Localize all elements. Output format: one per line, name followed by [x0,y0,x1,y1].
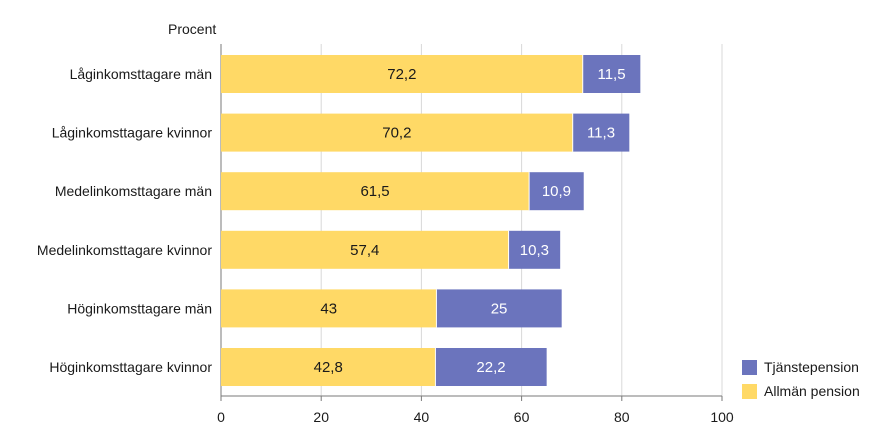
category-label: Låginkomsttagare män [70,66,212,82]
legend-swatch [742,360,757,375]
data-label-allman-pension: 43 [320,300,337,317]
category-labels: Låginkomsttagare män Låginkomsttagare kvi… [37,66,212,375]
x-tick-label: 100 [710,409,734,425]
bar-allman-pension [221,113,573,152]
bar-allman-pension [221,172,530,211]
bar-tjanstepension [435,348,547,386]
legend-label: Tjänstepension [764,359,859,375]
x-tick-label: 40 [414,409,430,425]
bar-tjanstepension [572,113,630,152]
data-label-tjanstepension: 22,2 [476,359,505,376]
category-label: Höginkomsttagare män [67,300,212,316]
legend: Tjänstepension Allmän pension [742,359,860,399]
bar-allman-pension [221,289,437,328]
data-label-allman-pension: 72,2 [387,66,416,83]
bar-allman-pension [221,55,583,93]
category-label: Låginkomsttagare kvinnor [52,125,213,141]
data-label-tjanstepension: 11,3 [587,125,615,142]
x-tick-label: 60 [514,409,530,425]
x-tick-label: 0 [217,409,225,425]
bar-tjanstepension [582,55,641,93]
bars-group: 72,2 11,5 70,2 11,3 61,5 10,9 57,4 10,3 43 25 42,8… [221,55,641,386]
data-label-tjanstepension: 10,9 [542,183,571,200]
bar-tjanstepension [529,172,584,211]
bar-allman-pension [221,348,436,386]
data-label-tjanstepension: 11,5 [597,66,625,83]
y-axis-title: Procent [168,21,216,37]
x-tick-labels: 0 20 40 60 80 100 [217,409,734,425]
data-label-allman-pension: 42,8 [314,359,343,376]
category-label: Medelinkomsttagare kvinnor [37,242,212,258]
data-label-tjanstepension: 10,3 [520,242,549,259]
bar-allman-pension [221,230,509,269]
x-tick-label: 20 [313,409,329,425]
data-label-allman-pension: 61,5 [360,183,389,200]
legend-swatch [742,384,757,399]
data-label-tjanstepension: 25 [491,300,508,317]
bar-tjanstepension [436,289,562,328]
bar-tjanstepension [508,230,561,269]
category-label: Medelinkomsttagare män [55,183,212,199]
data-label-allman-pension: 70,2 [382,125,411,142]
category-label: Höginkomsttagare kvinnor [49,359,212,375]
legend-label: Allmän pension [764,383,860,399]
grid-lines [220,44,723,401]
data-label-allman-pension: 57,4 [350,242,379,259]
x-tick-label: 80 [614,409,630,425]
